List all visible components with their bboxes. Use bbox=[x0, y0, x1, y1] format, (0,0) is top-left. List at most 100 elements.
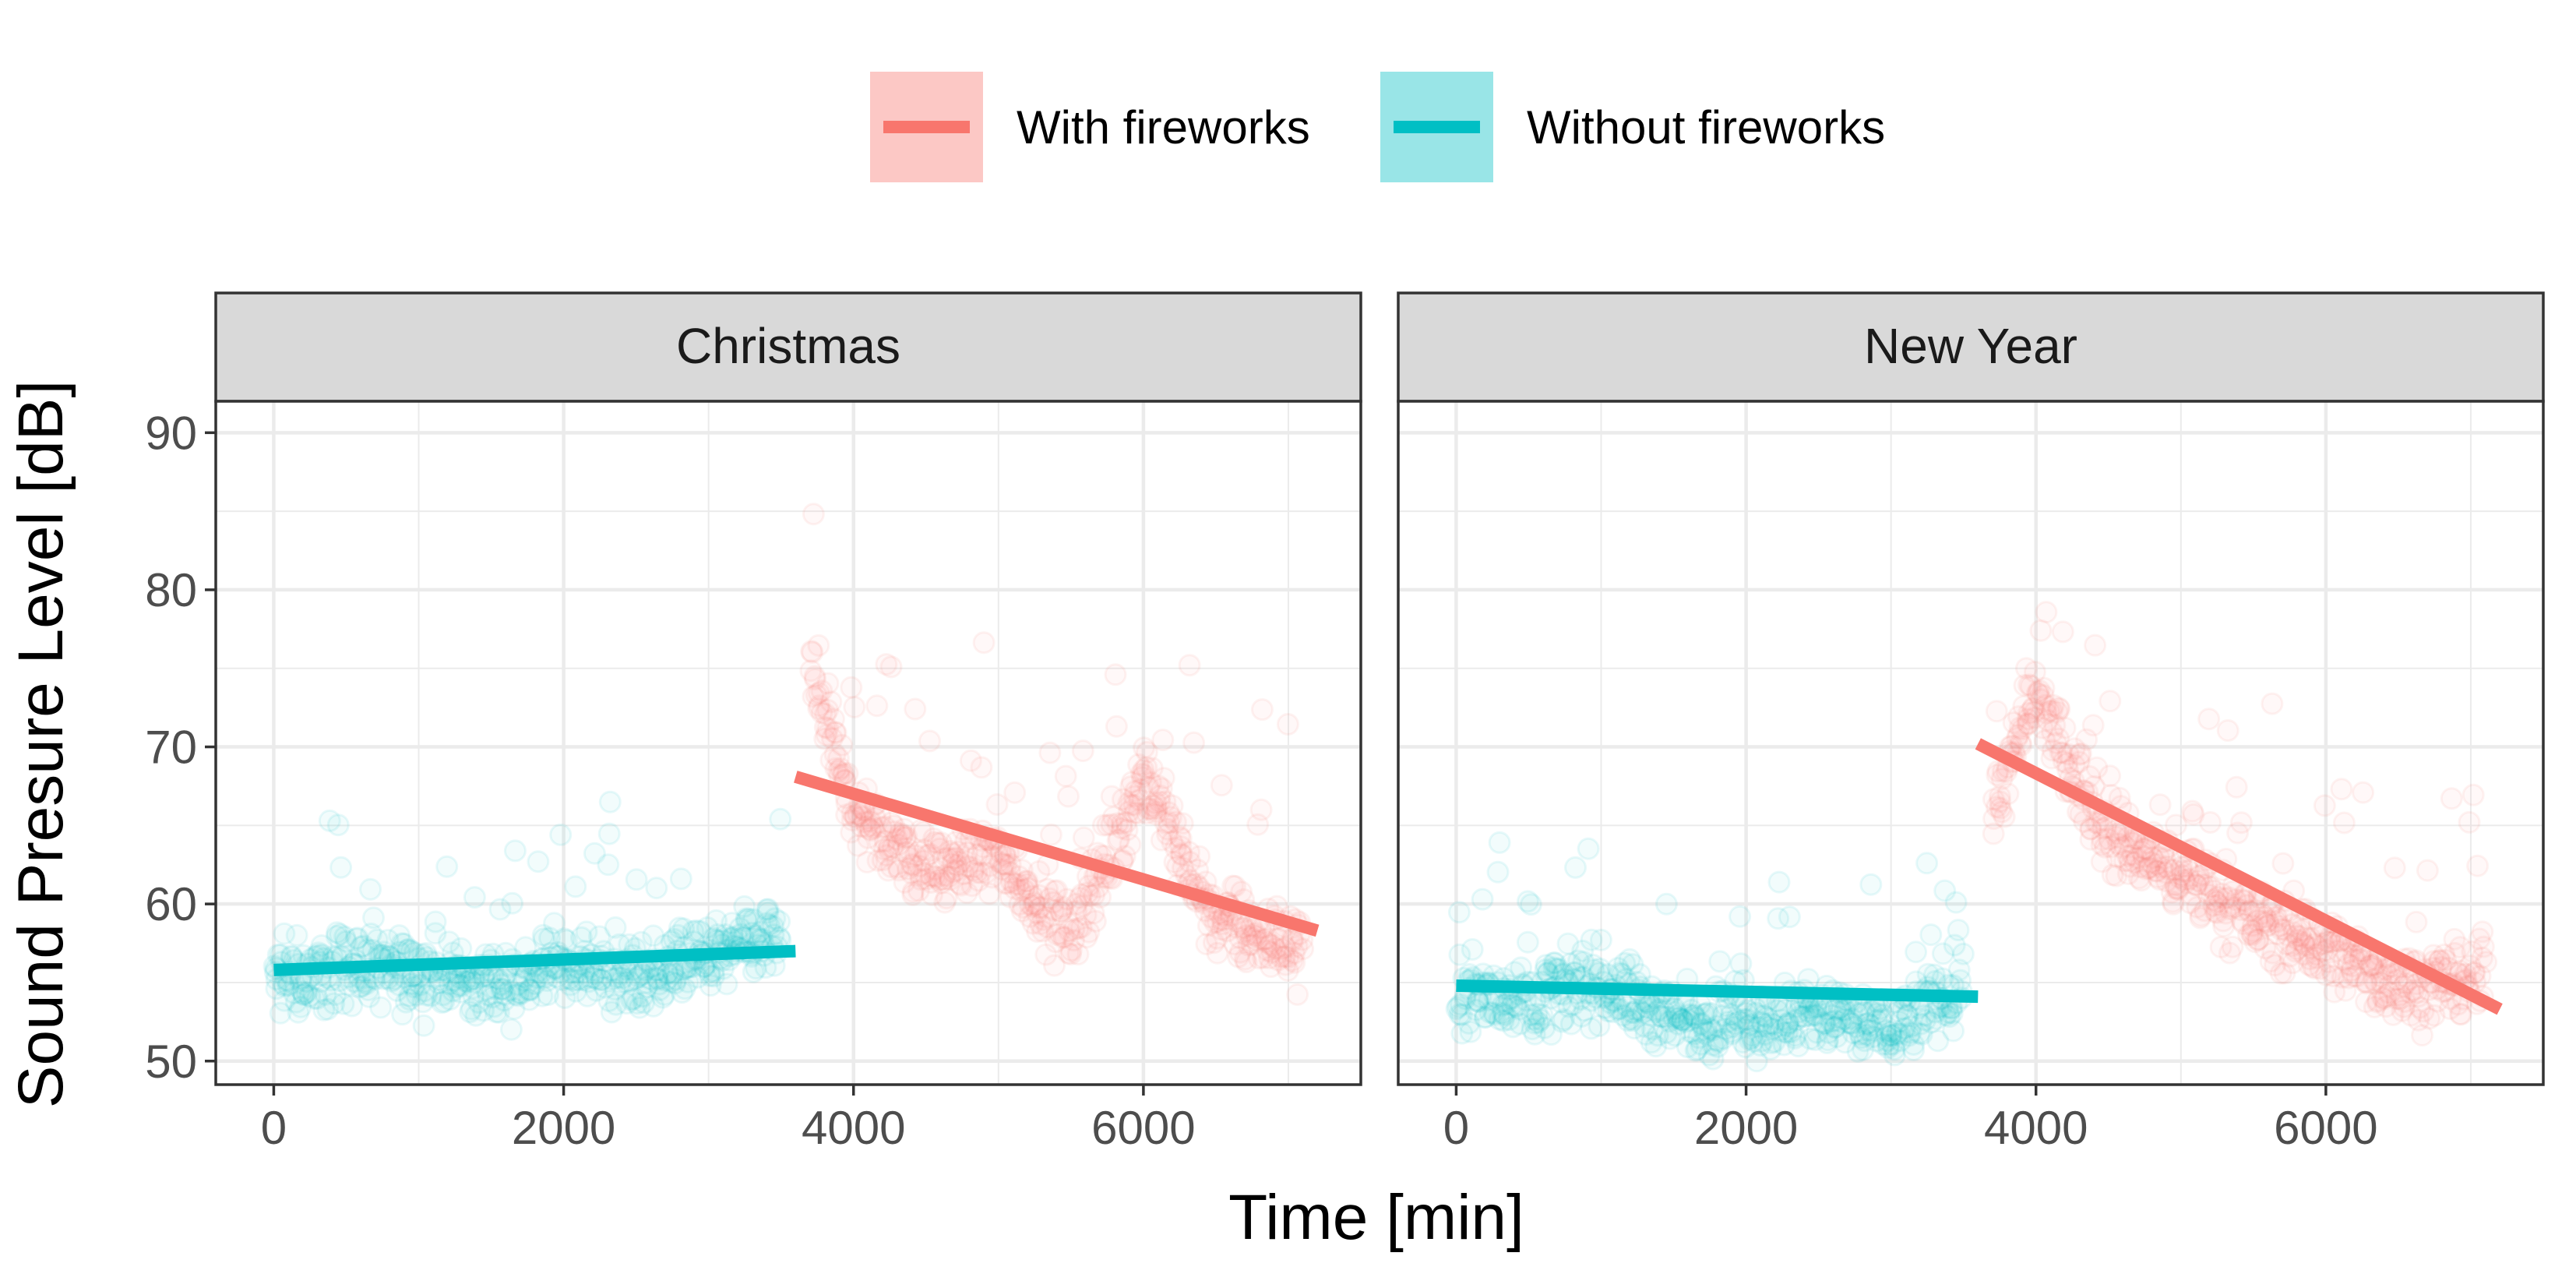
scatter-point bbox=[310, 934, 333, 957]
scatter-point bbox=[919, 865, 943, 887]
scatter-point bbox=[1003, 781, 1027, 804]
scatter-point bbox=[611, 966, 634, 990]
scatter-point bbox=[458, 1000, 481, 1024]
strip-label-new-year: New Year bbox=[1864, 318, 2077, 374]
scatter-point bbox=[971, 844, 994, 867]
scatter-point bbox=[1252, 946, 1275, 969]
scatter-point bbox=[1695, 1020, 1718, 1043]
scatter-point bbox=[525, 966, 548, 990]
scatter-point bbox=[883, 820, 906, 843]
scatter-point bbox=[1740, 1024, 1764, 1047]
scatter-point bbox=[907, 840, 930, 863]
scatter-point bbox=[1552, 1008, 1576, 1031]
scatter-point bbox=[265, 977, 288, 1000]
scatter-point bbox=[633, 991, 656, 1015]
scatter-point bbox=[2040, 746, 2063, 770]
scatter-point bbox=[2050, 741, 2074, 764]
scatter-point bbox=[686, 965, 709, 989]
scatter-point bbox=[1166, 855, 1189, 878]
scatter-point bbox=[923, 858, 946, 881]
scatter-point bbox=[1719, 1020, 1743, 1043]
scatter-point bbox=[689, 919, 712, 943]
scatter-point bbox=[1824, 1015, 1847, 1039]
scatter-point bbox=[2129, 856, 2152, 879]
scatter-point bbox=[1951, 942, 1975, 965]
scatter-point bbox=[2049, 741, 2072, 764]
scatter-point bbox=[944, 831, 967, 854]
scatter-point bbox=[359, 877, 382, 901]
scatter-point bbox=[2016, 708, 2039, 731]
scatter-point bbox=[326, 921, 349, 944]
scatter-point bbox=[1135, 756, 1158, 779]
scatter-point bbox=[484, 977, 507, 1000]
scatter-point bbox=[886, 827, 908, 851]
scatter-point bbox=[1888, 1022, 1911, 1046]
scatter-point bbox=[1016, 870, 1039, 893]
scatter-point bbox=[358, 985, 381, 1008]
scatter-point bbox=[815, 723, 838, 746]
scatter-point bbox=[1763, 1030, 1786, 1053]
scatter-point bbox=[2043, 714, 2067, 737]
scatter-point bbox=[1729, 952, 1753, 976]
scatter-point bbox=[1228, 926, 1252, 950]
scatter-point bbox=[631, 985, 654, 1008]
scatter-point bbox=[2148, 793, 2172, 817]
scatter-point bbox=[2035, 701, 2058, 725]
scatter-point bbox=[2048, 697, 2071, 721]
scatter-point bbox=[1042, 891, 1065, 914]
scatter-point bbox=[1557, 995, 1580, 1018]
scatter-point bbox=[1164, 837, 1187, 860]
scatter-point bbox=[935, 887, 958, 910]
scatter-point bbox=[829, 757, 852, 780]
scatter-point bbox=[2125, 846, 2148, 870]
scatter-point bbox=[1168, 825, 1191, 849]
scatter-point bbox=[1933, 879, 1957, 902]
scatter-point bbox=[1787, 1035, 1810, 1058]
scatter-point bbox=[907, 879, 930, 902]
scatter-point bbox=[895, 825, 918, 849]
scatter-point bbox=[1720, 1022, 1743, 1046]
scatter-point bbox=[1507, 997, 1531, 1021]
scatter-point bbox=[742, 908, 765, 931]
scatter-point bbox=[302, 986, 326, 1010]
scatter-point bbox=[1062, 918, 1086, 941]
scatter-point bbox=[1931, 967, 1954, 990]
x-tick-label: 6000 bbox=[1091, 1102, 1195, 1154]
scatter-point bbox=[1739, 1013, 1762, 1036]
scatter-point bbox=[631, 963, 654, 986]
scatter-point bbox=[614, 971, 637, 994]
scatter-point bbox=[2007, 705, 2030, 729]
scatter-point bbox=[647, 972, 671, 996]
scatter-point bbox=[1057, 912, 1080, 935]
scatter-point bbox=[840, 809, 864, 832]
scatter-point bbox=[1471, 887, 1494, 911]
scatter-point bbox=[1542, 956, 1566, 979]
scatter-point bbox=[2271, 852, 2295, 875]
scatter-point bbox=[1776, 1012, 1799, 1036]
scatter-point bbox=[1986, 764, 2009, 786]
scatter-point bbox=[449, 980, 473, 1004]
scatter-point bbox=[1249, 798, 1273, 821]
scatter-point bbox=[1663, 997, 1686, 1021]
scatter-point bbox=[875, 653, 898, 676]
scatter-point bbox=[345, 927, 368, 951]
scatter-point bbox=[933, 864, 957, 887]
scatter-point bbox=[1985, 796, 2008, 818]
legend: With fireworks Without fireworks bbox=[870, 72, 1885, 182]
scatter-point bbox=[1244, 922, 1267, 945]
scatter-point bbox=[823, 721, 847, 744]
scatter-point bbox=[901, 854, 924, 877]
scatter-point bbox=[1990, 768, 2014, 791]
scatter-point bbox=[1036, 877, 1059, 901]
scatter-point bbox=[316, 997, 340, 1021]
scatter-point bbox=[1690, 1032, 1713, 1056]
scatter-point bbox=[897, 837, 920, 860]
scatter-point bbox=[1701, 1033, 1725, 1057]
scatter-point bbox=[1139, 771, 1162, 794]
scatter-point bbox=[625, 868, 648, 891]
scatter-point bbox=[318, 809, 341, 832]
scatter-point bbox=[942, 847, 965, 870]
scatter-point bbox=[1083, 884, 1106, 907]
scatter-point bbox=[2016, 712, 2039, 736]
scatter-point bbox=[1151, 729, 1175, 752]
